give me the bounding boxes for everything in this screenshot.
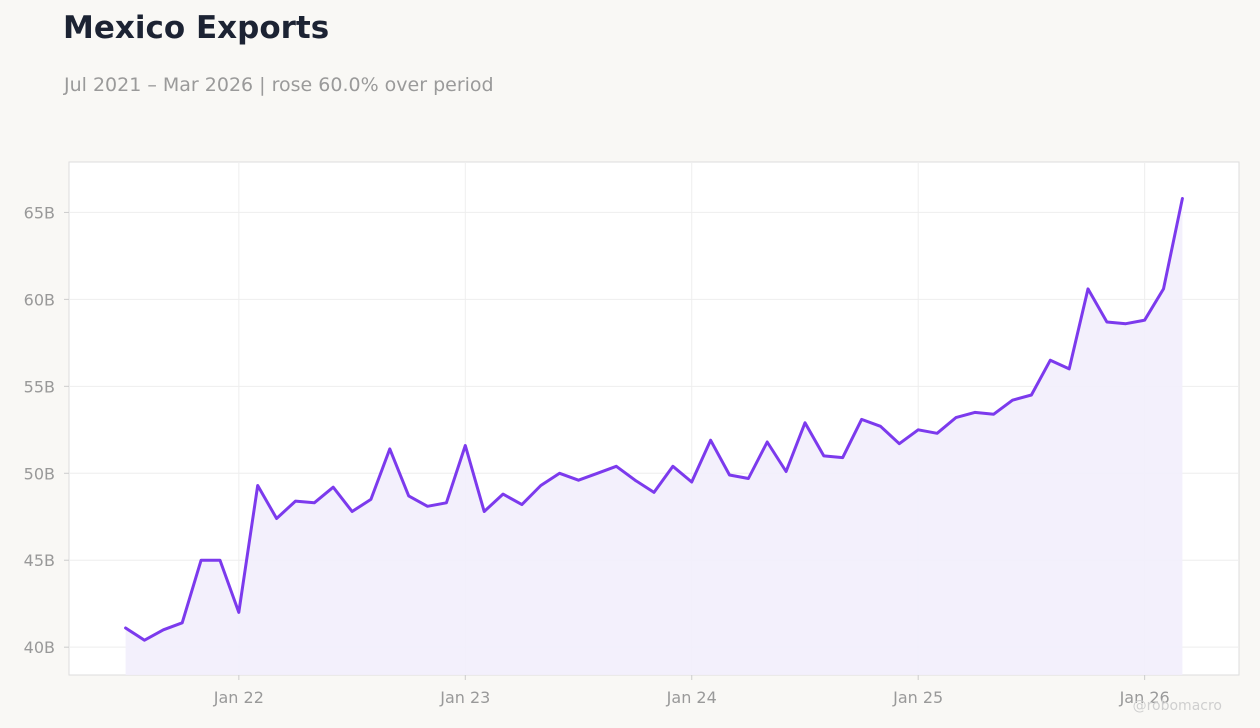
x-tick-label: Jan 25 (892, 688, 943, 707)
y-tick-label: 60B (24, 290, 55, 309)
x-tick-label: Jan 24 (666, 688, 717, 707)
x-tick-label: Jan 26 (1119, 688, 1170, 707)
y-tick-label: 55B (24, 377, 55, 396)
y-tick-label: 65B (24, 203, 55, 222)
chart-subtitle: Jul 2021 – Mar 2026 | rose 60.0% over pe… (64, 74, 494, 96)
y-tick-label: 40B (24, 638, 55, 657)
chart-title: Mexico Exports (63, 10, 330, 46)
series-line (124, 197, 1184, 642)
credit-text: @robomacro (1133, 698, 1222, 714)
y-tick-label: 45B (24, 551, 55, 570)
x-axis: Jan 22 Jan 23 Jan 24 Jan 25 Jan 26 (213, 675, 1170, 707)
x-tick-label: Jan 22 (213, 688, 264, 707)
area-fill (125, 198, 1183, 675)
y-axis: 40B 45B 50B 55B 60B 65B (24, 203, 69, 657)
x-tick-label: Jan 23 (439, 688, 490, 707)
y-tick-label: 50B (24, 464, 55, 483)
